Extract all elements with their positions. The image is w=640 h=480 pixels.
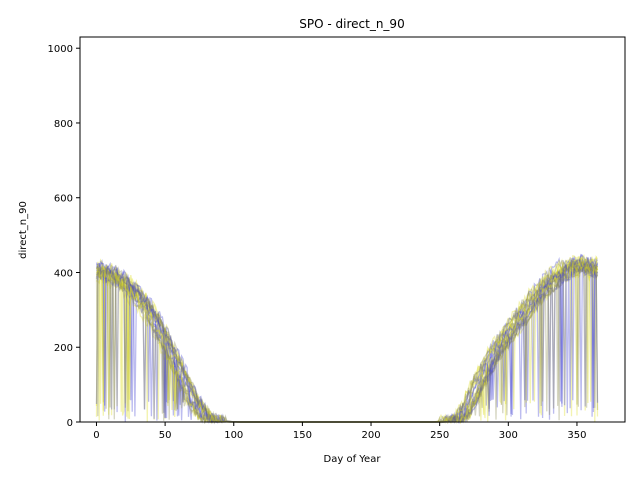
y-tick-label: 1000 [48,44,73,55]
x-tick-label: 200 [361,430,380,441]
x-tick-label: 50 [159,430,172,441]
x-tick-label: 0 [93,430,99,441]
x-axis-label: Day of Year [324,454,382,465]
y-tick-label: 800 [54,119,73,130]
x-tick-label: 250 [430,430,449,441]
chart-title: SPO - direct_n_90 [299,17,404,31]
plot-frame [79,36,626,423]
x-tick-label: 150 [293,430,312,441]
x-tick-label: 100 [224,430,243,441]
y-tick-label: 200 [54,343,73,354]
y-axis-label: direct_n_90 [18,201,29,259]
ticks: 0 50 100 150 200 250 300 350 0 200 400 600 800 1000 [48,44,587,441]
y-tick-label: 600 [54,194,73,205]
y-tick-label: 0 [67,418,73,429]
x-tick-label: 350 [567,430,586,441]
x-tick-label: 300 [499,430,518,441]
axes [79,36,626,423]
y-tick-label: 400 [54,268,73,279]
